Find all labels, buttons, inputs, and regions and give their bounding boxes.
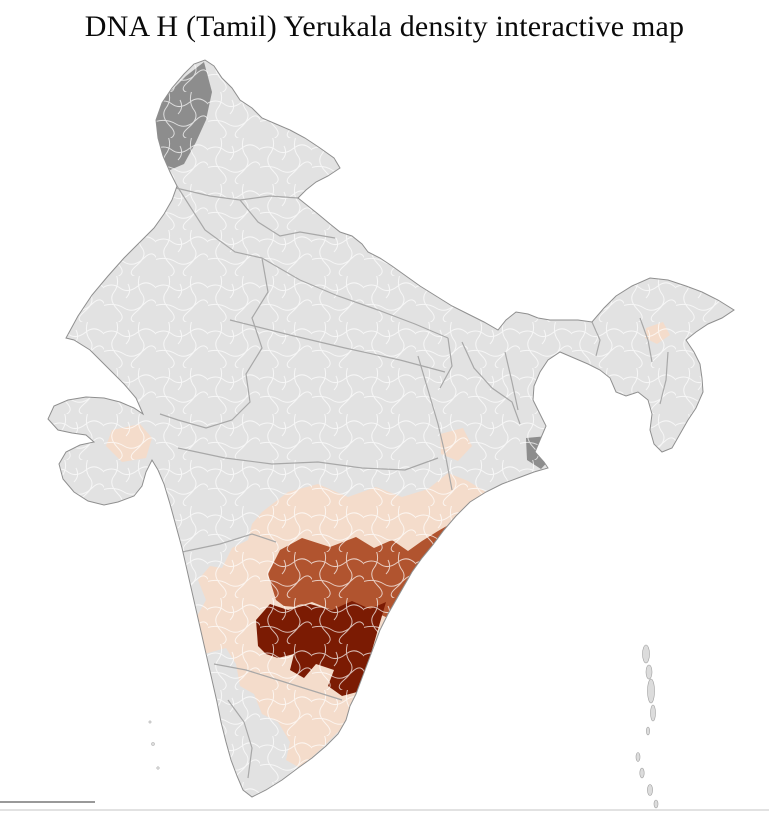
india-outline — [47, 59, 735, 798]
district-borders-mesh — [48, 60, 734, 797]
andaman-nicobar-islands[interactable] — [635, 644, 659, 809]
state-borders — [159, 185, 669, 779]
lakshadweep-islands[interactable] — [148, 720, 160, 770]
map-title: DNA H (Tamil) Yerukala density interacti… — [84, 10, 685, 43]
